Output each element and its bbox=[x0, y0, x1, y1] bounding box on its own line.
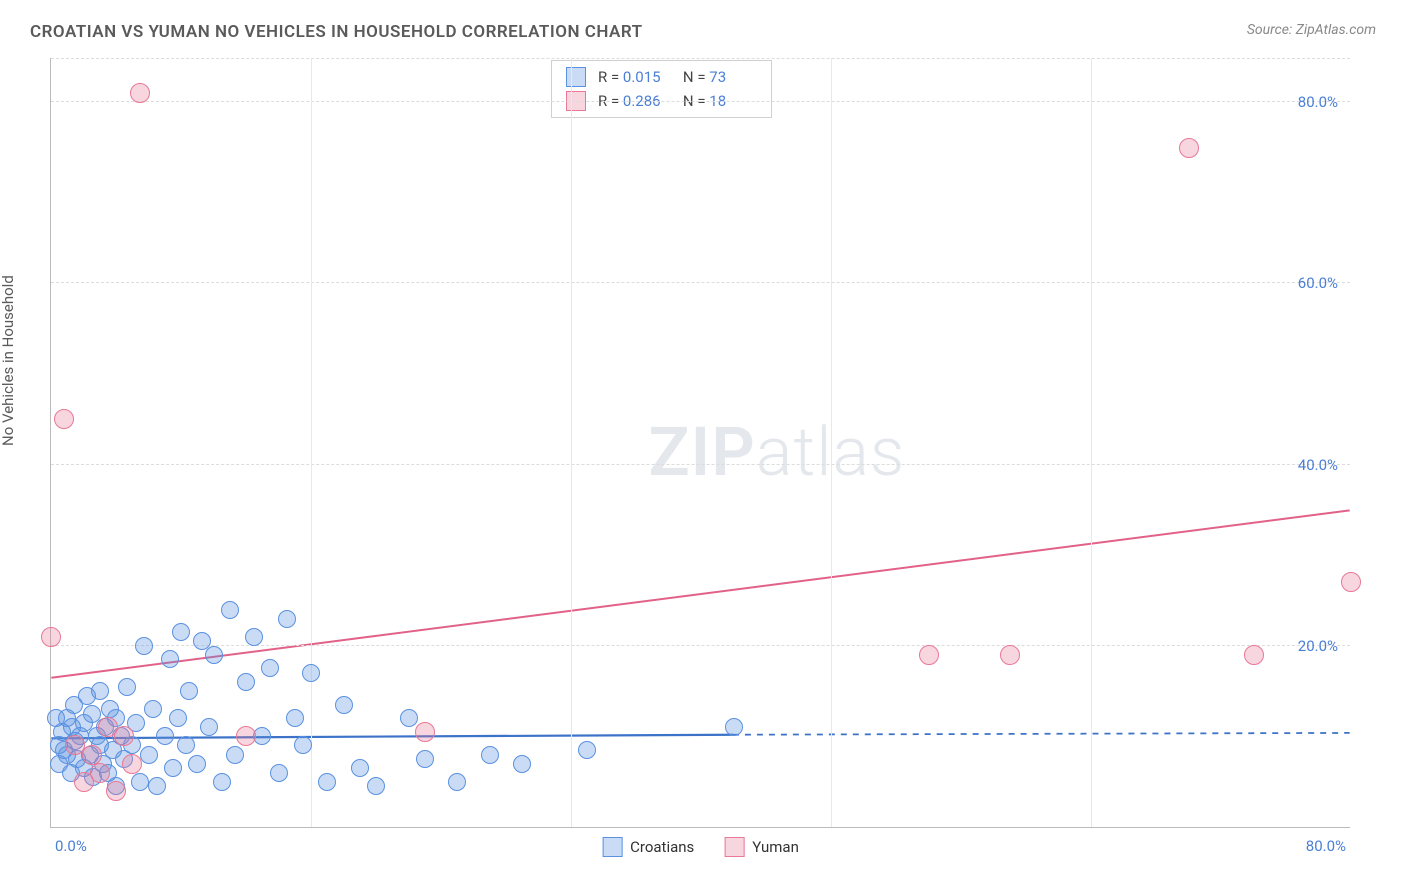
data-point bbox=[200, 718, 218, 736]
y-axis-tick-label: 40.0% bbox=[1298, 456, 1338, 474]
data-point bbox=[144, 700, 162, 718]
data-point bbox=[1341, 572, 1361, 592]
data-point bbox=[188, 755, 206, 773]
data-point bbox=[140, 746, 158, 764]
data-point bbox=[106, 781, 126, 801]
data-point bbox=[161, 650, 179, 668]
data-point bbox=[180, 682, 198, 700]
swatch-icon bbox=[566, 67, 586, 87]
data-point bbox=[578, 741, 596, 759]
gridline-v bbox=[311, 58, 312, 827]
swatch-icon bbox=[602, 837, 622, 857]
data-point bbox=[82, 745, 102, 765]
legend-stats-row: R = 0.015 N = 73 bbox=[566, 65, 757, 89]
data-point bbox=[367, 777, 385, 795]
data-point bbox=[169, 709, 187, 727]
data-point bbox=[91, 682, 109, 700]
data-point bbox=[294, 736, 312, 754]
x-axis-tick-label: 80.0% bbox=[1306, 837, 1346, 855]
regression-lines bbox=[51, 58, 1350, 827]
watermark: ZIPatlas bbox=[649, 412, 906, 492]
gridline-h bbox=[51, 282, 1350, 283]
gridline-h bbox=[51, 58, 1350, 59]
source-label: Source: ZipAtlas.com bbox=[1247, 22, 1376, 38]
legend-stats-box: R = 0.015 N = 73 R = 0.286 N = 18 bbox=[551, 60, 772, 118]
data-point bbox=[164, 759, 182, 777]
swatch-icon bbox=[724, 837, 744, 857]
data-point bbox=[919, 645, 939, 665]
data-point bbox=[286, 709, 304, 727]
data-point bbox=[448, 773, 466, 791]
y-axis-tick-label: 80.0% bbox=[1298, 93, 1338, 111]
data-point bbox=[236, 726, 256, 746]
data-point bbox=[416, 750, 434, 768]
data-point bbox=[135, 637, 153, 655]
data-point bbox=[148, 777, 166, 795]
data-point bbox=[54, 409, 74, 429]
data-point bbox=[131, 773, 149, 791]
legend-label: Croatians bbox=[630, 838, 694, 856]
data-point bbox=[177, 736, 195, 754]
gridline-h bbox=[51, 101, 1350, 102]
legend-item: Yuman bbox=[724, 837, 799, 857]
data-point bbox=[114, 726, 134, 746]
data-point bbox=[41, 627, 61, 647]
data-point bbox=[725, 718, 743, 736]
data-point bbox=[513, 755, 531, 773]
data-point bbox=[130, 83, 150, 103]
data-point bbox=[270, 764, 288, 782]
gridline-v bbox=[571, 58, 572, 827]
data-point bbox=[400, 709, 418, 727]
data-point bbox=[1000, 645, 1020, 665]
gridline-h bbox=[51, 464, 1350, 465]
data-point bbox=[302, 664, 320, 682]
data-point bbox=[481, 746, 499, 764]
data-point bbox=[156, 727, 174, 745]
data-point bbox=[213, 773, 231, 791]
legend-item: Croatians bbox=[602, 837, 694, 857]
data-point bbox=[351, 759, 369, 777]
data-point bbox=[226, 746, 244, 764]
data-point bbox=[278, 610, 296, 628]
legend-bottom: Croatians Yuman bbox=[602, 837, 799, 857]
data-point bbox=[237, 673, 255, 691]
y-axis-label: No Vehicles in Household bbox=[0, 275, 17, 446]
data-point bbox=[245, 628, 263, 646]
data-point bbox=[221, 601, 239, 619]
y-axis-tick-label: 20.0% bbox=[1298, 637, 1338, 655]
data-point bbox=[122, 754, 142, 774]
data-point bbox=[415, 722, 435, 742]
data-point bbox=[205, 646, 223, 664]
chart-title: CROATIAN VS YUMAN NO VEHICLES IN HOUSEHO… bbox=[30, 22, 643, 42]
data-point bbox=[118, 678, 136, 696]
data-point bbox=[261, 659, 279, 677]
data-point bbox=[1244, 645, 1264, 665]
data-point bbox=[318, 773, 336, 791]
data-point bbox=[172, 623, 190, 641]
scatter-chart: ZIPatlas R = 0.015 N = 73 R = 0.286 N = … bbox=[50, 58, 1350, 828]
y-axis-tick-label: 60.0% bbox=[1298, 274, 1338, 292]
data-point bbox=[90, 763, 110, 783]
legend-label: Yuman bbox=[752, 838, 799, 856]
data-point bbox=[335, 696, 353, 714]
data-point bbox=[1179, 138, 1199, 158]
gridline-v bbox=[1091, 58, 1092, 827]
gridline-v bbox=[831, 58, 832, 827]
x-axis-tick-label: 0.0% bbox=[55, 837, 87, 855]
gridline-h bbox=[51, 645, 1350, 646]
